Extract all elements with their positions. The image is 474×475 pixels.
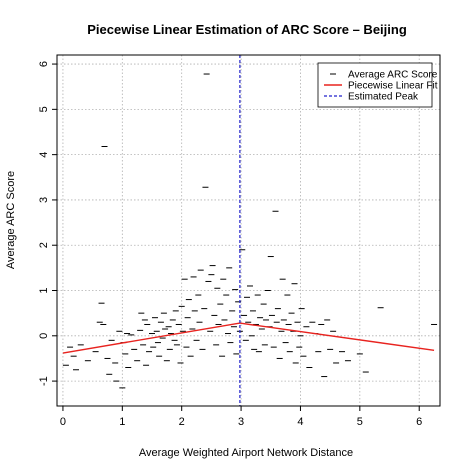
plot-frame	[56, 54, 441, 407]
x-tick-label: 6	[416, 416, 422, 428]
y-tick-label: -1	[38, 376, 50, 386]
y-tick-label: 5	[38, 106, 50, 112]
data-points	[62, 73, 438, 389]
y-ticks: -1 0 1 2 3 4 5 6	[38, 61, 57, 386]
legend-label: Average ARC Score	[348, 70, 438, 81]
legend-label: Estimated Peak	[348, 92, 419, 103]
y-tick-label: 1	[38, 287, 50, 293]
grid	[57, 55, 440, 406]
y-axis-label: Average ARC Score	[5, 171, 17, 269]
y-tick-label: 3	[38, 197, 50, 203]
x-tick-label: 1	[119, 416, 125, 428]
fit-line-group	[62, 322, 435, 354]
y-tick-label: 0	[38, 333, 50, 339]
chart-title: Piecewise Linear Estimation of ARC Score…	[87, 22, 407, 37]
fit-line	[62, 322, 435, 354]
x-tick-label: 3	[238, 416, 244, 428]
legend-box	[317, 62, 433, 108]
y-tick-label: 2	[38, 242, 50, 248]
x-ticks: 0 1 2 3 4 5 6	[60, 406, 422, 428]
legend-label: Piecewise Linear Fit	[348, 81, 438, 92]
x-tick-label: 4	[297, 416, 303, 428]
y-tick-label: 4	[38, 152, 50, 158]
x-axis-label: Average Weighted Airport Network Distanc…	[139, 447, 353, 459]
x-tick-label: 2	[179, 416, 185, 428]
x-tick-label: 0	[60, 416, 66, 428]
x-tick-label: 5	[357, 416, 363, 428]
y-tick-label: 6	[38, 61, 50, 67]
